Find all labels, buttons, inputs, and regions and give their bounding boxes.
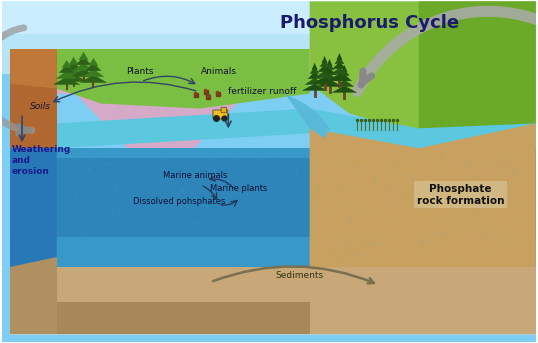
Text: Soils: Soils: [30, 103, 51, 111]
Polygon shape: [56, 108, 536, 148]
Polygon shape: [324, 63, 335, 70]
Polygon shape: [88, 58, 98, 66]
Polygon shape: [312, 77, 337, 84]
Polygon shape: [285, 94, 329, 138]
Polygon shape: [310, 67, 320, 74]
Polygon shape: [10, 148, 536, 267]
Polygon shape: [82, 69, 104, 77]
Polygon shape: [60, 74, 88, 82]
Polygon shape: [310, 267, 536, 334]
Polygon shape: [419, 1, 536, 133]
Text: Dissolved pohsphates: Dissolved pohsphates: [132, 197, 225, 206]
Polygon shape: [10, 49, 56, 89]
Polygon shape: [32, 49, 56, 89]
Polygon shape: [10, 302, 536, 334]
Polygon shape: [329, 68, 349, 75]
Polygon shape: [42, 59, 280, 94]
Polygon shape: [66, 62, 82, 70]
Polygon shape: [312, 63, 317, 70]
Polygon shape: [310, 1, 536, 133]
Text: Marine plants: Marine plants: [210, 184, 267, 193]
Polygon shape: [42, 59, 280, 183]
Polygon shape: [73, 63, 95, 71]
Polygon shape: [337, 74, 351, 81]
Text: Sediments: Sediments: [275, 271, 324, 280]
Text: Marine animals: Marine animals: [164, 171, 228, 180]
Polygon shape: [322, 56, 328, 63]
Polygon shape: [10, 49, 56, 148]
Polygon shape: [10, 158, 536, 237]
Text: fertilizer runoff: fertilizer runoff: [228, 87, 297, 96]
Polygon shape: [302, 84, 328, 91]
Polygon shape: [327, 74, 352, 81]
FancyBboxPatch shape: [221, 107, 226, 113]
Polygon shape: [79, 52, 88, 60]
Polygon shape: [63, 68, 84, 76]
Polygon shape: [310, 123, 536, 267]
Polygon shape: [305, 78, 324, 85]
Polygon shape: [10, 148, 56, 267]
Polygon shape: [317, 65, 331, 72]
Polygon shape: [342, 65, 348, 72]
Polygon shape: [339, 69, 349, 76]
FancyBboxPatch shape: [213, 110, 228, 119]
Text: Phosphorus Cycle: Phosphorus Cycle: [280, 14, 459, 32]
Polygon shape: [336, 53, 342, 60]
Polygon shape: [2, 1, 536, 34]
Polygon shape: [332, 62, 346, 69]
Polygon shape: [2, 1, 536, 74]
Polygon shape: [10, 267, 536, 334]
Text: Phosphate
rock formation: Phosphate rock formation: [417, 184, 504, 205]
Polygon shape: [69, 69, 97, 77]
Polygon shape: [308, 72, 322, 79]
Polygon shape: [53, 77, 81, 85]
Polygon shape: [10, 257, 56, 334]
Polygon shape: [86, 63, 101, 71]
Polygon shape: [59, 65, 75, 73]
Polygon shape: [56, 49, 310, 108]
Polygon shape: [56, 71, 77, 79]
Polygon shape: [62, 60, 72, 68]
Polygon shape: [320, 74, 339, 81]
Text: Plants: Plants: [126, 67, 154, 76]
Polygon shape: [331, 86, 357, 93]
Polygon shape: [320, 60, 329, 67]
Polygon shape: [327, 59, 332, 66]
Text: Weathering
and
erosion: Weathering and erosion: [12, 145, 72, 176]
Polygon shape: [323, 68, 336, 75]
Polygon shape: [316, 80, 342, 87]
Polygon shape: [80, 75, 107, 83]
Text: Animals: Animals: [201, 67, 237, 76]
Polygon shape: [335, 80, 355, 87]
Polygon shape: [69, 57, 79, 65]
Polygon shape: [315, 71, 335, 78]
Polygon shape: [335, 57, 344, 64]
Polygon shape: [75, 57, 91, 65]
